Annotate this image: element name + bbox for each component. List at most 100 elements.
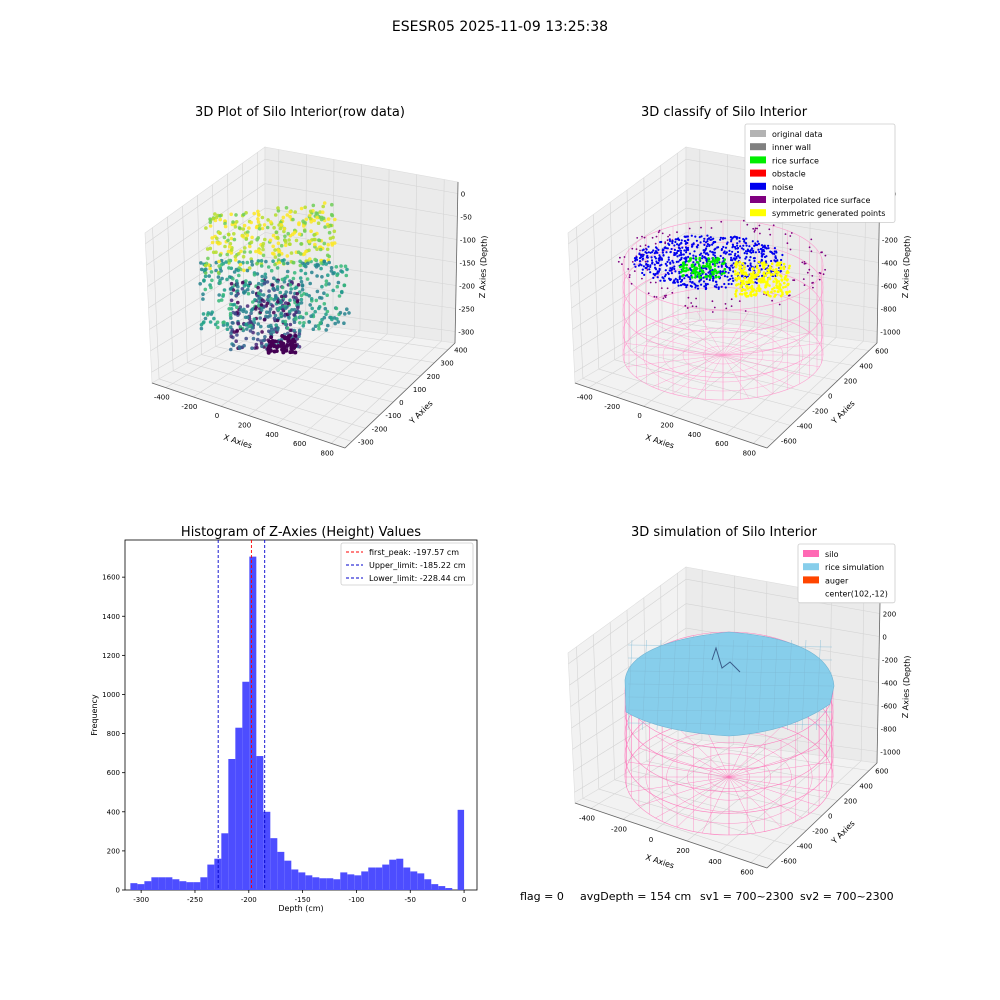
data-point [249,308,254,313]
rice-surface-point [712,270,716,273]
histogram-panel: Histogram of Z-Axies (Height) Values -30… [90,525,478,913]
data-point [221,293,226,297]
histogram-bar [445,888,453,890]
noise-point [738,256,741,259]
data-point [292,230,297,235]
data-point [293,343,298,348]
gridline [165,319,279,388]
data-point [333,321,338,326]
histogram-bar [158,877,166,890]
x-tick-label: -200 [241,896,257,904]
interpolated-point [801,261,804,264]
noise-point [720,247,724,251]
data-point [223,224,228,229]
y-tick-label: -200 [812,828,828,836]
x-tick-label: -150 [295,896,311,904]
rice-surface-point [721,262,724,266]
data-point [229,325,233,330]
symmetric-point [766,282,769,286]
data-point [270,251,275,256]
raw-z-label: Z Axies (Depth) [478,235,489,298]
noise-point [757,242,761,245]
noise-point [736,242,739,245]
noise-point [725,242,729,245]
interpolated-point [746,223,749,226]
noise-point [683,277,686,280]
rice-surface-point [694,274,697,277]
data-point [261,253,266,258]
data-point [286,231,291,236]
noise-point [670,272,674,275]
symmetric-point [774,293,777,297]
noise-point [757,248,760,251]
noise-point [729,236,733,239]
noise-point [712,241,715,245]
data-point [330,241,334,246]
z-tick-label: -400 [882,680,898,688]
data-point [289,339,294,344]
noise-point [767,244,770,247]
interpolated-point [695,297,697,300]
simulation-x-label: X Axies [644,853,675,871]
data-point [255,262,259,266]
data-point [227,258,231,263]
data-point [261,338,266,343]
data-point [245,315,250,320]
symmetric-point [746,294,750,298]
symmetric-point [775,273,779,276]
noise-point [712,253,715,256]
data-point [334,265,339,269]
noise-point [702,280,706,283]
data-point [269,327,274,332]
noise-point [706,283,709,286]
data-point [229,316,233,320]
noise-point [658,254,661,257]
noise-point [729,253,732,256]
symmetric-point [759,281,763,284]
data-point [291,217,295,222]
noise-point [678,254,681,257]
symmetric-point [780,289,783,292]
noise-point [703,251,706,254]
data-point [301,324,306,328]
data-point [289,251,294,255]
noise-point [645,248,648,251]
x-tick-label: -100 [348,896,364,904]
interpolated-point [663,295,666,297]
histogram-bar [438,886,446,890]
data-point [285,213,290,217]
data-point [218,278,222,283]
data-point [278,290,283,295]
x-tick-label: 600 [740,869,753,877]
interpolated-point [666,239,669,242]
data-point [283,301,288,305]
data-point [244,236,249,241]
noise-point [666,247,669,250]
x-tick-label: -200 [604,403,620,411]
noise-point [743,238,746,241]
interpolated-point [811,282,813,284]
rice-surface-point [712,272,715,276]
data-point [236,321,240,326]
x-tick-label: -300 [133,896,149,904]
noise-point [676,243,679,246]
rice-surface-point [698,258,701,261]
data-point [322,315,327,320]
noise-point [737,254,740,257]
legend-label: first_peak: -197.57 cm [369,548,459,557]
noise-point [709,238,712,241]
noise-point [665,251,668,254]
interpolated-point [818,278,821,281]
silo-floor-spoke [728,776,803,819]
symmetric-point [780,278,783,282]
symmetric-point [738,260,741,264]
noise-point [744,262,747,265]
noise-point [673,253,676,257]
gridline [275,333,388,426]
noise-point [749,250,752,253]
data-point [242,343,246,348]
y-tick-label: 400 [859,783,872,791]
noise-point [708,244,711,247]
data-point [296,250,301,254]
data-point [299,279,304,284]
